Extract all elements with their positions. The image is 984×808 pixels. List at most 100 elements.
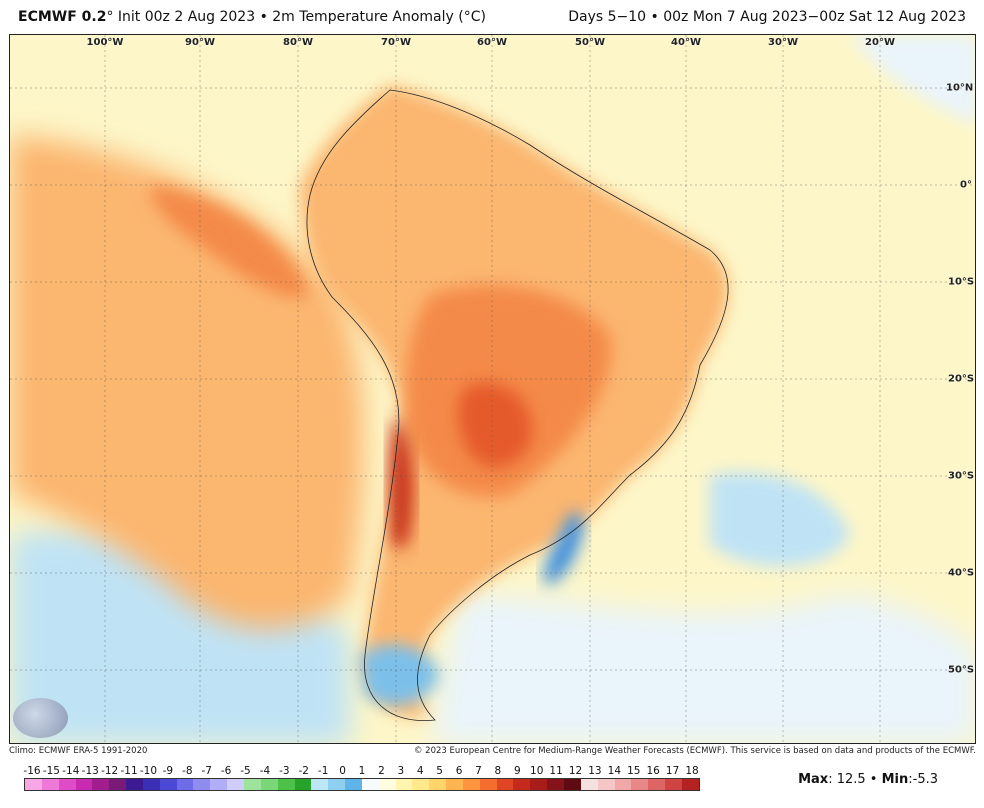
color-scale-legend: -16 -15 -14 -13 -12 -11 -10 -9 -8 -7 -6 -5 -4 -3 -2 -1 0…: [23, 765, 700, 795]
scale-tick-label: -7: [201, 765, 212, 777]
scale-swatch: [260, 779, 278, 790]
map-header: ECMWF 0.2° Init 00z 2 Aug 2023 • 2m Temp…: [0, 0, 984, 34]
scale-tick-label: -15: [42, 765, 60, 777]
anomaly-map: 100°W 90°W 80°W 70°W 60°W 50°W 40°W 30°W…: [9, 34, 976, 744]
scale-tick-label: -14: [62, 765, 80, 777]
scale-tick-label: -12: [101, 765, 119, 777]
scale-tick-label: 4: [416, 765, 424, 777]
scale-swatch: [496, 779, 514, 790]
scale-tick-label: -9: [162, 765, 174, 777]
scale-swatch: [665, 779, 682, 790]
scale-swatch: [294, 779, 312, 790]
scale-swatch: [109, 779, 127, 790]
scale-swatch: [580, 779, 598, 790]
scale-swatch: [446, 779, 463, 790]
scale-tick-label: 15: [627, 765, 641, 777]
lat-label-40s: 40°S: [948, 567, 975, 579]
scale-tick-label: -13: [81, 765, 99, 777]
scale-swatch: [648, 779, 666, 790]
max-value: : 12.5 •: [828, 772, 882, 787]
scale-color-bar: [24, 778, 700, 791]
scale-tick-label: 17: [665, 765, 680, 777]
scale-tick-label: -4: [259, 765, 271, 777]
scale-tick-label: 10: [530, 765, 544, 777]
min-label: Min: [881, 772, 909, 787]
cool-anomaly-east-atlantic: [710, 472, 850, 567]
init-info: ° Init 00z 2 Aug 2023 • 2m Temperature A…: [106, 9, 486, 25]
scale-tick-label: 18: [685, 765, 699, 777]
max-min-readout: Max: 12.5 • Min:-5.3: [798, 772, 938, 787]
min-value: :-5.3: [908, 772, 938, 787]
scale-swatch: [210, 779, 228, 790]
lon-label-90w: 90°W: [185, 37, 215, 48]
scale-swatch: [92, 779, 110, 790]
scale-swatch: [277, 779, 295, 790]
lon-label-50w: 50°W: [575, 37, 605, 48]
scale-tick-label: 16: [646, 765, 660, 777]
scale-tick-label: -5: [240, 765, 251, 777]
scale-swatch: [564, 779, 581, 790]
warm-anomaly-pacific-core: [150, 185, 310, 297]
scale-swatch: [126, 779, 143, 790]
scale-swatch: [142, 779, 160, 790]
scale-swatch: [328, 779, 346, 790]
scale-swatch: [227, 779, 244, 790]
andes-hot-strip: [388, 415, 415, 549]
graticule: [10, 35, 975, 743]
scale-swatch: [75, 779, 93, 790]
scale-tick-label: -8: [182, 765, 193, 777]
scale-swatch: [361, 779, 379, 790]
cool-anomaly-southeast: [430, 595, 975, 743]
scale-swatch: [345, 779, 362, 790]
scale-swatch: [479, 779, 497, 790]
cool-patch-north: [850, 35, 975, 125]
lat-label-20s: 20°S: [948, 373, 975, 385]
scale-tick-label: -3: [279, 765, 290, 777]
scale-tick-label: 14: [607, 765, 622, 777]
scale-swatch: [311, 779, 329, 790]
weatherbell-logo-icon: [13, 698, 68, 738]
scale-tick-label: -10: [139, 765, 158, 777]
climo-note: Climo: ECMWF ERA-5 1991-2020: [9, 746, 148, 756]
scale-tick-label: 9: [513, 765, 521, 777]
scale-tick-label: 13: [588, 765, 602, 777]
scale-swatch: [395, 779, 413, 790]
scale-swatch: [462, 779, 480, 790]
model-name: ECMWF 0.2: [18, 9, 107, 25]
lon-label-30w: 30°W: [768, 37, 798, 48]
scale-swatch: [429, 779, 447, 790]
scale-tick-label: 8: [494, 765, 502, 777]
coastline: [306, 89, 729, 722]
header-title: ECMWF 0.2° Init 00z 2 Aug 2023 • 2m Temp…: [18, 9, 486, 25]
lon-label-80w: 80°W: [283, 37, 313, 48]
scale-swatch: [193, 779, 211, 790]
scale-tick-label: 1: [358, 765, 366, 777]
lon-label-100w: 100°W: [86, 37, 124, 48]
scale-tick-label: 2: [378, 765, 385, 777]
scale-tick-label: 0: [339, 765, 346, 777]
valid-period: Days 5−10 • 00z Mon 7 Aug 2023−00z Sat 1…: [568, 9, 966, 25]
scale-tick-label: 7: [475, 765, 482, 777]
scale-tick-label: 5: [436, 765, 443, 777]
scale-tick-label: -11: [120, 765, 138, 777]
scale-tick-label: -16: [23, 765, 41, 777]
map-canvas: [10, 35, 975, 743]
scale-swatch: [530, 779, 548, 790]
scale-tick-label: -2: [298, 765, 309, 777]
scale-swatch: [25, 779, 42, 790]
scale-tick-label: 6: [455, 765, 463, 777]
scale-swatch: [41, 779, 59, 790]
lat-label-30s: 30°S: [948, 470, 975, 482]
lon-label-60w: 60°W: [477, 37, 507, 48]
scale-swatch: [176, 779, 194, 790]
lon-label-20w: 20°W: [865, 37, 895, 48]
scale-tick-label: -1: [317, 765, 329, 777]
scale-swatch: [513, 779, 531, 790]
very-hot-anomaly-core: [458, 383, 532, 468]
scale-swatch: [631, 779, 649, 790]
scale-tick-label: 12: [568, 765, 583, 777]
scale-swatch: [547, 779, 564, 790]
scale-tick-label: 11: [549, 765, 563, 777]
scale-swatch: [597, 779, 615, 790]
scale-swatch: [159, 779, 177, 790]
